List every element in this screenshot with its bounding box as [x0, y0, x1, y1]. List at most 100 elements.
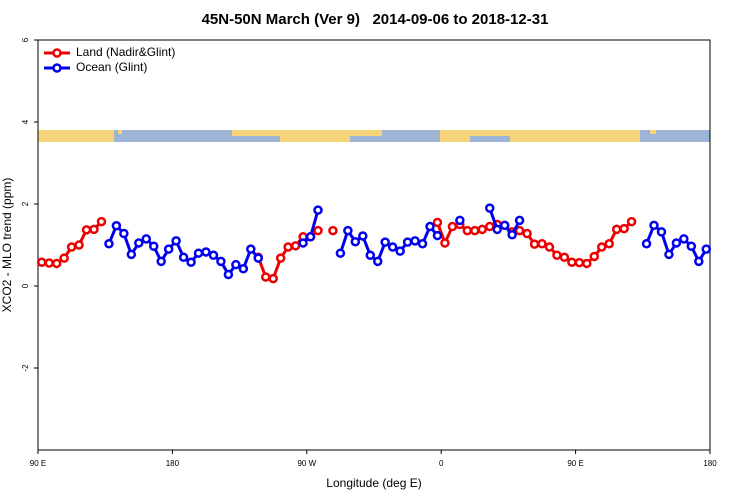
data-point — [596, 242, 607, 252]
data-point — [163, 244, 174, 254]
x-tick-label: 90 E — [567, 459, 583, 468]
x-tick-label: 180 — [166, 459, 180, 468]
data-point — [611, 224, 622, 235]
data-point — [395, 246, 405, 256]
data-point — [313, 205, 323, 215]
data-point — [447, 221, 458, 232]
data-point — [126, 249, 137, 260]
data-point — [44, 258, 54, 268]
data-point — [111, 220, 122, 231]
data-point — [305, 232, 316, 242]
data-point — [470, 225, 480, 236]
data-point — [664, 249, 674, 260]
data-point — [417, 239, 428, 249]
x-axis-label: Longitude (deg E) — [326, 476, 421, 490]
data-point — [679, 234, 689, 244]
data-point — [290, 241, 301, 251]
data-point — [649, 220, 659, 231]
map-strip — [38, 130, 710, 142]
data-point — [74, 240, 84, 250]
data-point — [193, 248, 204, 258]
data-point — [626, 216, 637, 227]
data-point — [59, 253, 69, 263]
data-point — [440, 238, 450, 248]
plot-frame — [37, 39, 711, 451]
data-point — [81, 225, 92, 235]
data-point — [522, 228, 532, 239]
data-point — [171, 236, 181, 246]
data-point — [484, 203, 495, 213]
data-point — [574, 257, 585, 268]
x-tick-label: 180 — [703, 459, 717, 468]
data-point — [148, 241, 159, 251]
data-point — [537, 239, 547, 249]
data-point — [134, 238, 144, 248]
data-point — [432, 230, 443, 241]
legend-label: Land (Nadir&Glint) — [76, 45, 175, 59]
data-point — [89, 224, 99, 235]
data-point — [104, 239, 114, 249]
chart-title: 45N-50N March (Ver 9) 2014-09-06 to 2018… — [202, 11, 549, 28]
data-point — [66, 242, 77, 252]
data-point — [253, 253, 264, 263]
data-point — [343, 225, 353, 236]
y-tick-label: 4 — [21, 119, 30, 124]
data-point — [492, 224, 502, 235]
data-point — [246, 244, 256, 254]
y-axis-label: XCO2 - MLO trend (ppm) — [0, 178, 14, 313]
data-point — [178, 252, 189, 263]
data-point — [552, 250, 562, 260]
data-point — [350, 236, 361, 247]
x-tick-label: 90 E — [30, 459, 46, 468]
data-point — [298, 238, 308, 248]
data-point — [641, 239, 652, 249]
data-point — [507, 230, 517, 240]
data-point — [604, 239, 614, 249]
data-point — [268, 273, 278, 284]
data-point — [260, 272, 271, 282]
data-point — [328, 225, 338, 236]
data-point — [358, 231, 368, 241]
data-point — [231, 259, 241, 270]
data-point — [223, 269, 234, 280]
data-point — [559, 252, 570, 263]
legend-label: Ocean (Glint) — [76, 60, 147, 74]
data-point — [335, 248, 346, 258]
data-point — [141, 234, 152, 244]
y-tick-label: 6 — [21, 37, 30, 42]
data-point — [119, 228, 129, 239]
data-point — [36, 257, 47, 267]
data-point — [694, 256, 704, 267]
data-point — [372, 256, 383, 267]
data-point — [619, 223, 629, 234]
data-point — [96, 216, 107, 227]
data-point — [455, 215, 465, 226]
y-tick-label: 0 — [21, 283, 30, 288]
x-tick-label: 90 W — [297, 459, 316, 468]
data-point — [186, 257, 196, 267]
data-point — [402, 237, 413, 247]
legend-marker — [52, 48, 62, 58]
data-point — [671, 238, 682, 248]
data-point — [529, 239, 540, 249]
data-point — [462, 225, 473, 236]
data-point — [582, 258, 592, 269]
data-point — [51, 258, 62, 269]
data-point — [380, 237, 390, 247]
data-point — [365, 250, 376, 260]
y-tick-label: -2 — [21, 364, 30, 372]
y-tick-label: 2 — [21, 201, 30, 206]
data-point — [425, 221, 435, 232]
data-point — [238, 264, 249, 274]
data-point — [387, 242, 398, 252]
data-point — [686, 241, 697, 251]
data-point — [283, 242, 293, 252]
data-point — [484, 221, 495, 232]
data-point — [216, 256, 226, 267]
data-point — [589, 251, 600, 262]
data-point — [432, 217, 443, 228]
legend-marker — [52, 63, 62, 73]
data-point — [477, 224, 488, 235]
data-point — [410, 236, 420, 246]
